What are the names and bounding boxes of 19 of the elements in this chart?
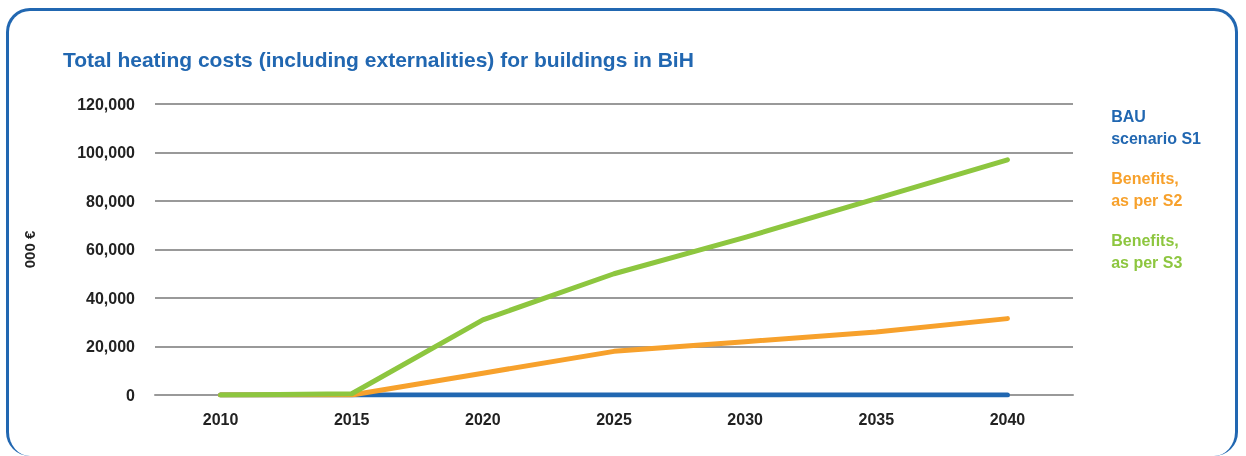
y-tick-label: 120,000 [77, 95, 136, 113]
y-tick-label: 20,000 [86, 338, 136, 355]
y-tick-label: 40,000 [86, 289, 136, 307]
y-tick-label: 60,000 [86, 241, 136, 258]
y-tick-label: 0 [126, 386, 136, 404]
x-tick-label: 2030 [727, 410, 764, 428]
y-tick-label: 100,000 [77, 144, 136, 161]
text: BAU scenario S1 [1111, 107, 1202, 147]
y-tick-label: 80,000 [86, 192, 136, 210]
x-tick-label: 2040 [989, 410, 1026, 428]
x-tick-label: 2025 [596, 410, 632, 428]
x-tick-label: 2035 [858, 410, 895, 428]
x-tick-label: 2015 [333, 410, 370, 428]
text: Benefits, as per S2 [1111, 169, 1183, 209]
x-tick-label: 2020 [465, 410, 501, 428]
text: Benefits, as per S3 [1111, 231, 1183, 271]
x-tick-label: 2010 [202, 410, 239, 428]
chart-title: Total heating costs (including externalities) for buildings in BiH [63, 48, 694, 71]
y-axis-title: 000 € [21, 230, 38, 269]
